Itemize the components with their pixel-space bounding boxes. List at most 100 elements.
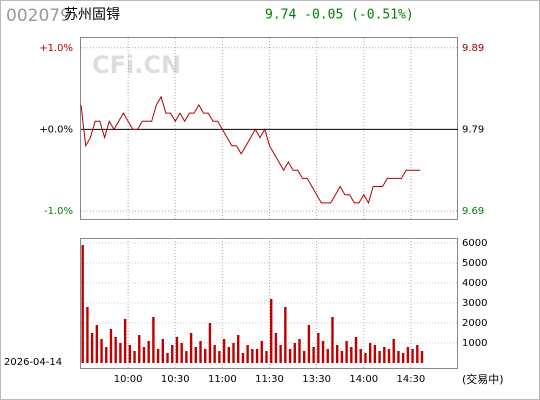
volume-bar [265,351,268,363]
volume-bar [204,349,207,363]
volume-bar [340,351,344,363]
x-tick-label: 10:00 [114,374,143,385]
y2-tick-label: 9.89 [462,43,484,54]
x-tick-label: 14:00 [349,374,378,385]
volume-bar [331,317,334,363]
volume-bar [392,339,395,363]
volume-bar [251,349,254,363]
status-label: (交易中) [462,372,504,386]
volume-bar [147,341,150,363]
y-tick-label: 5000 [462,258,487,269]
volume-bar [420,351,424,363]
y-tick-label: 4000 [462,278,487,289]
volume-bar [274,333,278,363]
volume-bar [387,349,391,363]
volume-bar [288,349,292,363]
volume-bar [364,353,367,363]
volume-bar [152,317,155,363]
volume-bar [138,335,141,363]
y-tick-label: 3000 [462,298,487,309]
volume-bar [350,347,353,363]
x-tick-label: 10:30 [161,374,190,385]
volume-bar [317,333,320,363]
quote: 9.74 -0.05 (-0.51%) [265,8,414,23]
volume-bar [397,351,400,363]
volume-bar [246,345,249,363]
volume-bar [123,319,127,363]
volume-bar [105,347,108,363]
volume-bar [359,349,362,363]
volume-bar [354,337,358,363]
volume-bar [100,339,103,363]
volume-bar [326,349,329,363]
y-tick-label: 2000 [462,318,487,329]
volume-bar [416,345,419,363]
y-tick-label: -1.0% [44,206,73,217]
volume-bar [227,347,230,363]
volume-bar [161,339,165,363]
volume-bar [86,307,89,363]
x-tick-label: 11:00 [208,374,237,385]
volume-bar [213,345,216,363]
price-panel [80,37,458,220]
volume-bar [199,341,202,363]
volume-bar [222,339,226,363]
volume-bar [373,345,377,363]
volume-bar [383,347,386,363]
volume-bar [166,353,169,363]
volume-bar [208,323,212,363]
volume-bar [237,335,240,363]
stock-name: 苏州固锝 [64,6,120,23]
volume-bar [180,343,183,363]
volume-bar [232,343,235,363]
volume-bar [95,325,99,363]
volume-bar [142,347,146,363]
volume-bar [260,341,263,363]
volume-bar [302,351,306,363]
stock-code: 002079 [6,6,71,26]
y2-tick-label: 9.79 [462,124,484,135]
volume-bar [312,347,315,363]
volume-bar [109,329,113,363]
volume-bar [156,349,160,363]
price-line [80,95,421,205]
volume-bar [284,307,287,363]
volume-bar [185,351,188,363]
y-tick-label: +1.0% [39,43,73,54]
y-tick-label: 1000 [462,338,487,349]
volume-bar [411,349,414,363]
volume-bar [321,341,325,363]
volume-bar [171,345,174,363]
volume-bar [194,347,197,363]
x-tick-label: 13:30 [302,374,331,385]
volume-bar [175,337,179,363]
volume-bar [335,345,339,363]
volume-bar [90,333,94,363]
volume-bar [293,343,296,363]
y2-tick-label: 9.69 [462,206,484,217]
volume-bar [307,325,311,363]
watermark: CFi.CN [92,51,181,79]
volume-bar [81,245,84,363]
volume-bar [119,343,122,363]
date-label: 2026-04-14 [4,357,62,368]
volume-bar [298,339,301,363]
volume-bar [401,353,405,363]
x-tick-label: 11:30 [255,374,284,385]
y-tick-label: +0.0% [39,124,73,135]
volume-bar [345,341,348,363]
volume-bar [128,345,132,363]
volume-bar [279,345,282,363]
volume-bar [114,337,117,363]
volume-bar [255,349,259,363]
x-tick-label: 14:30 [396,374,425,385]
y-tick-label: 6000 [462,238,487,249]
volume-bar [378,351,381,363]
volume-bar [189,333,193,363]
volume-bar [406,347,410,363]
volume-bar [368,343,372,363]
volume-bar [241,353,245,363]
volume-bar [218,351,221,363]
volume-bar [133,351,136,363]
